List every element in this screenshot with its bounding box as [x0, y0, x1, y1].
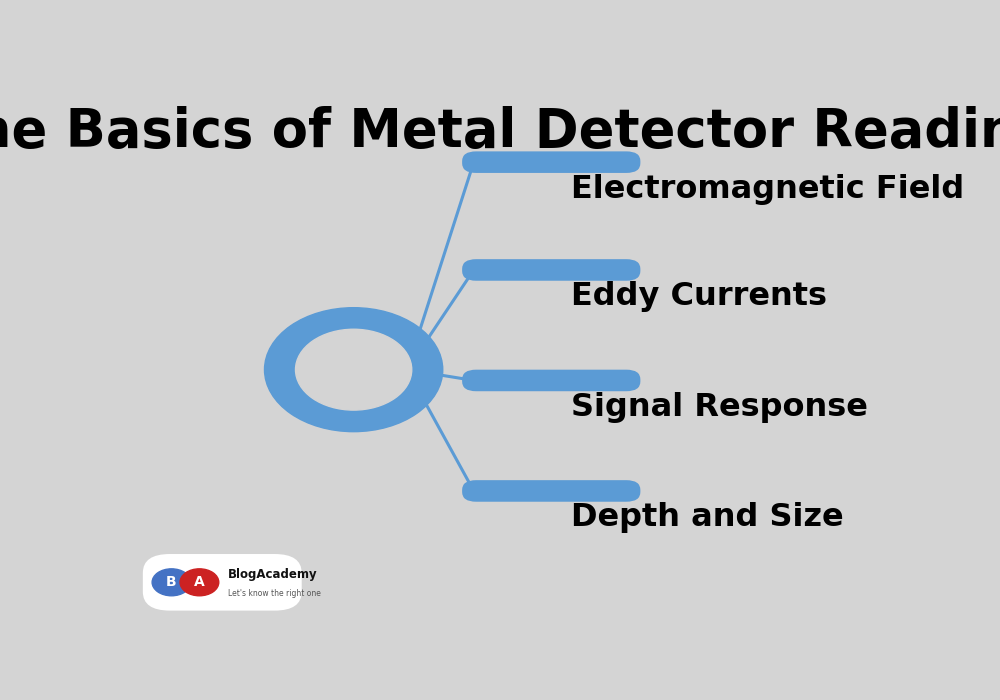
Text: Eddy Currents: Eddy Currents: [571, 281, 827, 312]
Text: Signal Response: Signal Response: [571, 392, 868, 423]
Text: B: B: [166, 575, 177, 589]
Circle shape: [296, 329, 412, 410]
Text: The Basics of Metal Detector Readings: The Basics of Metal Detector Readings: [0, 106, 1000, 158]
Text: A: A: [194, 575, 205, 589]
FancyBboxPatch shape: [462, 259, 640, 281]
Circle shape: [180, 569, 219, 596]
FancyBboxPatch shape: [143, 554, 302, 610]
Circle shape: [264, 308, 443, 432]
Text: Depth and Size: Depth and Size: [571, 503, 843, 533]
Text: BlogAcademy: BlogAcademy: [228, 568, 318, 581]
FancyBboxPatch shape: [462, 480, 640, 502]
Circle shape: [152, 569, 191, 596]
FancyBboxPatch shape: [462, 370, 640, 391]
Text: Let's know the right one: Let's know the right one: [228, 589, 321, 598]
FancyBboxPatch shape: [462, 151, 640, 173]
Text: Electromagnetic Field: Electromagnetic Field: [571, 174, 964, 204]
